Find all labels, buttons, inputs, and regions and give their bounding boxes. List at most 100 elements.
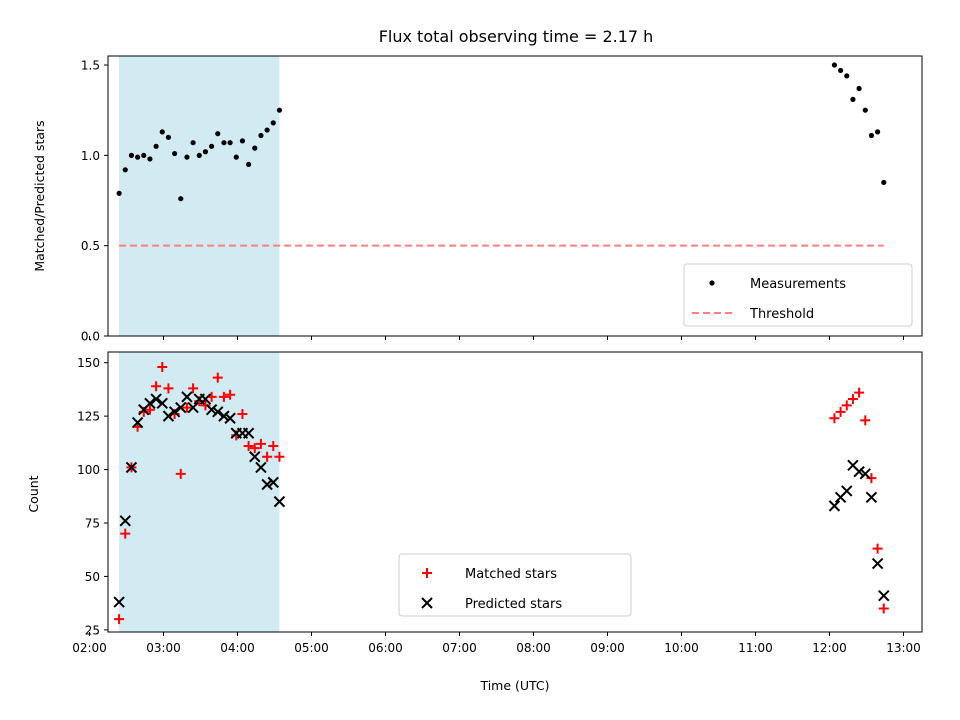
x-tick-label: 03:00	[146, 641, 181, 655]
bottom-series-matched-stars-point	[225, 389, 236, 400]
bottom-series-predicted-stars-point	[865, 491, 878, 504]
bottom-series-predicted-stars-point	[181, 391, 193, 403]
x-tick-label: 12:00	[812, 641, 847, 655]
x-tick-label: 06:00	[368, 641, 403, 655]
top-series-measurements-point	[862, 107, 868, 113]
top-series-measurements-point	[868, 132, 875, 139]
top-series-measurements-point	[850, 96, 856, 102]
top-series-measurements-point	[172, 150, 178, 157]
top-series-measurements-point	[165, 134, 172, 140]
top-series-measurements-point	[178, 196, 184, 202]
top-legend-marker	[709, 280, 715, 286]
bottom-series-matched-stars-point	[212, 372, 223, 383]
top-series-measurements-point	[258, 132, 264, 139]
bottom-series-predicted-stars-point	[273, 495, 286, 508]
bottom-series-matched-stars-point	[262, 451, 273, 462]
top-legend-box	[683, 263, 913, 327]
top-series-measurements-point	[209, 143, 215, 149]
top-series-measurements-point	[844, 73, 850, 79]
top-observing-window	[119, 56, 280, 336]
bottom-series-matched-stars-point	[157, 361, 168, 372]
top-series-measurements-point	[246, 161, 252, 167]
bottom-series-predicted-stars-point	[212, 406, 224, 418]
top-series-measurements-point	[252, 145, 258, 151]
bottom-series-predicted-stars-point	[878, 589, 890, 602]
top-y-tick-label: 1.5	[81, 59, 100, 73]
chart-title: Flux total observing time = 2.17 h	[379, 27, 654, 46]
bottom-series-matched-stars-point	[872, 543, 883, 554]
bottom-legend-marker	[421, 597, 433, 609]
top-series-measurements-point	[233, 154, 239, 160]
top-series-measurements-point	[856, 85, 862, 92]
top-series-measurements-point	[196, 152, 202, 158]
bottom-series-matched-stars-point	[151, 381, 162, 392]
top-series-measurements-point	[881, 179, 887, 186]
bottom-series-matched-stars-point	[188, 383, 199, 394]
top-y-tick-label: 1.0	[81, 149, 100, 163]
bottom-series-predicted-stars-point	[199, 393, 212, 405]
bottom-series-predicted-stars-point	[218, 410, 230, 422]
bottom-legend-marker	[422, 568, 432, 578]
bottom-series-predicted-stars-point	[841, 485, 853, 497]
x-tick-label: 10:00	[664, 641, 699, 655]
bottom-series-predicted-stars-point	[125, 461, 138, 474]
bottom-y-tick-label: 150	[77, 356, 100, 370]
x-tick-label: 05:00	[294, 641, 329, 655]
top-legend-label: Measurements	[750, 277, 846, 292]
top-series-measurements-point	[184, 154, 190, 160]
bottom-series-predicted-stars-point	[859, 468, 871, 480]
top-series-measurements-point	[122, 167, 128, 173]
bottom-series-matched-stars-point	[249, 443, 260, 454]
bottom-series-matched-stars-point	[835, 406, 846, 417]
bottom-series-matched-stars-point	[274, 451, 285, 462]
top-legend: Measurements Threshold	[683, 263, 913, 327]
bottom-series-predicted-stars-point	[224, 412, 236, 424]
x-tick-label: 13:00	[886, 641, 921, 655]
x-axis-label: Time (UTC)	[479, 678, 549, 693]
x-tick-label: 02:00	[72, 641, 107, 655]
top-panel: 0.0 0.5 1.0 1.5 Measurements Threshold	[81, 55, 923, 344]
bottom-series-predicted-stars-point	[255, 461, 267, 474]
x-tick-label: 09:00	[590, 641, 625, 655]
bottom-series-predicted-stars-point	[131, 416, 144, 429]
top-series-measurements-point	[128, 152, 135, 158]
top-series-measurements-point	[116, 190, 122, 196]
bottom-series-matched-stars-point	[144, 404, 155, 415]
top-series-measurements-point	[159, 129, 165, 135]
bottom-legend-box	[398, 553, 632, 617]
x-tick-label: 11:00	[738, 641, 773, 655]
top-series-measurements-point	[147, 156, 153, 162]
bottom-legend: Matched stars Predicted stars	[398, 553, 632, 617]
bottom-series-predicted-stars-point	[871, 557, 884, 570]
bottom-panel: 25 50 75 100 125 150 02:00 03:00 04:00 05:00 06:00…	[72, 351, 923, 655]
top-series-measurements-point	[270, 120, 276, 126]
bottom-series-matched-stars-point	[163, 383, 174, 394]
bottom-series-matched-stars-point	[175, 468, 186, 479]
top-series-measurements-point	[838, 67, 844, 74]
top-series-measurements-point	[875, 129, 881, 135]
top-series-measurements-point	[215, 131, 221, 137]
bottom-series-matched-stars-point	[841, 400, 852, 411]
top-series-measurements-point	[239, 138, 246, 144]
top-series-measurements-point	[153, 143, 159, 149]
bottom-series-predicted-stars-point	[249, 451, 261, 463]
bottom-series-predicted-stars-point	[828, 500, 841, 512]
bottom-series-matched-stars-point	[866, 473, 877, 484]
top-series-measurements-point	[190, 140, 196, 146]
top-y-axis-label: Matched/Predicted stars	[32, 120, 47, 271]
bottom-series-matched-stars-point	[829, 413, 840, 424]
bottom-series-predicted-stars-point	[162, 410, 175, 422]
top-series-measurements-point	[221, 140, 227, 146]
bottom-series-predicted-stars-point	[150, 393, 162, 405]
bottom-axes-frame	[107, 351, 923, 633]
bottom-series-matched-stars-point	[878, 603, 889, 614]
top-series-measurements-point	[264, 127, 270, 133]
bottom-series-predicted-stars-point	[205, 404, 218, 416]
bottom-series-predicted-stars-point	[119, 515, 131, 527]
bottom-series-predicted-stars-point	[144, 397, 156, 410]
top-axes-frame	[107, 55, 923, 337]
bottom-series-matched-stars-point	[200, 400, 211, 411]
bottom-y-tick-label: 100	[77, 463, 100, 477]
top-series-measurements-point	[202, 149, 209, 155]
